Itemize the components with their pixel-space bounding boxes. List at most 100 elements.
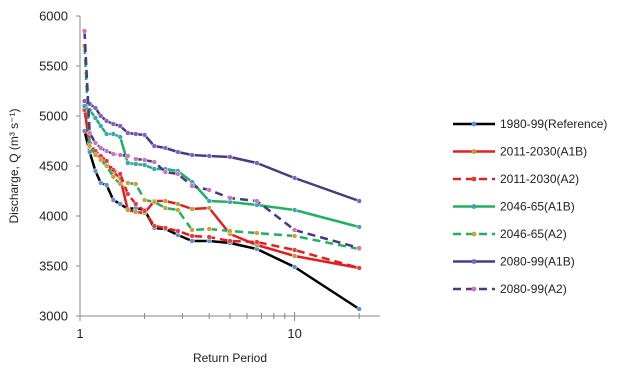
data-point bbox=[189, 227, 195, 233]
y-tick-label: 5000 bbox=[39, 109, 68, 124]
data-point bbox=[206, 153, 212, 159]
legend-item: 2046-65(A2) bbox=[453, 227, 567, 241]
data-point bbox=[92, 152, 99, 158]
data-point bbox=[206, 205, 212, 211]
data-point bbox=[189, 183, 195, 189]
data-point bbox=[291, 247, 298, 253]
data-point bbox=[133, 156, 139, 162]
data-point bbox=[110, 121, 116, 127]
data-point bbox=[81, 103, 88, 109]
data-point bbox=[133, 209, 139, 215]
data-point bbox=[103, 131, 110, 137]
data-point bbox=[162, 169, 169, 175]
data-point bbox=[356, 245, 362, 251]
data-point bbox=[356, 265, 362, 271]
series-2046-65(A1B) bbox=[81, 103, 362, 230]
legend-label: 2011-2030(A1B) bbox=[500, 145, 587, 159]
legend-marker bbox=[471, 121, 477, 127]
x-axis-title: Return Period bbox=[193, 351, 267, 365]
data-point bbox=[103, 118, 110, 124]
data-point bbox=[151, 159, 157, 165]
legend-label: 1980-99(Reference) bbox=[500, 117, 607, 131]
data-point bbox=[356, 306, 362, 312]
legend-label: 2046-65(A2) bbox=[500, 227, 567, 241]
legend-marker bbox=[471, 149, 477, 154]
data-point bbox=[189, 206, 195, 212]
legend-item: 2011-2030(A2) bbox=[453, 172, 579, 186]
y-axis-title: Discharge, Q (m³ s⁻¹) bbox=[7, 108, 21, 223]
legend-label: 2080-99(A2) bbox=[500, 282, 567, 296]
data-point bbox=[133, 161, 139, 167]
data-point bbox=[356, 224, 362, 230]
legend-marker bbox=[471, 176, 477, 182]
data-point bbox=[98, 145, 104, 151]
data-point bbox=[110, 151, 116, 157]
data-point bbox=[227, 228, 233, 234]
legend-marker bbox=[471, 231, 477, 237]
data-point bbox=[117, 123, 123, 129]
data-point bbox=[117, 134, 123, 140]
data-point bbox=[291, 233, 298, 239]
data-point bbox=[206, 234, 212, 240]
data-point bbox=[162, 225, 169, 231]
legend-label: 2046-65(A1B) bbox=[500, 200, 575, 214]
data-point bbox=[92, 105, 99, 111]
y-tick-label: 6000 bbox=[39, 9, 68, 24]
data-point bbox=[98, 113, 104, 119]
data-point bbox=[141, 157, 148, 163]
data-point bbox=[133, 181, 139, 187]
data-point bbox=[151, 223, 157, 229]
data-point bbox=[175, 228, 181, 234]
data-point bbox=[189, 233, 195, 239]
data-point bbox=[141, 132, 148, 138]
legend-marker bbox=[471, 204, 477, 209]
data-point bbox=[254, 198, 260, 204]
data-point bbox=[125, 160, 131, 166]
data-point bbox=[206, 198, 212, 204]
data-point bbox=[110, 167, 116, 173]
data-point bbox=[175, 207, 181, 213]
x-tick-label: 1 bbox=[76, 326, 83, 341]
series-line bbox=[83, 99, 360, 203]
data-point bbox=[291, 227, 298, 233]
data-point bbox=[356, 198, 362, 204]
data-point bbox=[103, 163, 110, 169]
data-point bbox=[162, 198, 169, 204]
data-point bbox=[117, 201, 123, 207]
data-point bbox=[151, 143, 157, 149]
data-point bbox=[141, 197, 148, 203]
series-2080-99(A2) bbox=[81, 28, 362, 251]
legend-marker bbox=[471, 259, 477, 264]
data-point bbox=[291, 175, 298, 181]
data-point bbox=[92, 168, 99, 174]
data-point bbox=[98, 157, 104, 163]
data-point bbox=[133, 131, 139, 137]
legend-label: 2011-2030(A2) bbox=[500, 172, 579, 186]
data-point bbox=[291, 207, 298, 213]
legend-item: 2080-99(A2) bbox=[453, 282, 567, 296]
data-point bbox=[125, 191, 131, 197]
data-point bbox=[92, 115, 99, 121]
data-point bbox=[87, 143, 93, 149]
data-point bbox=[141, 208, 148, 214]
data-point bbox=[125, 207, 131, 213]
data-point bbox=[103, 182, 110, 188]
data-point bbox=[125, 153, 131, 159]
data-point bbox=[110, 197, 116, 203]
data-point bbox=[141, 162, 148, 168]
data-point bbox=[103, 148, 110, 154]
legend-item: 2046-65(A1B) bbox=[453, 200, 575, 214]
data-point bbox=[175, 201, 181, 207]
legend-item: 1980-99(Reference) bbox=[453, 117, 607, 131]
data-point bbox=[98, 180, 104, 186]
data-point bbox=[254, 239, 260, 245]
data-point bbox=[227, 238, 233, 244]
data-point bbox=[206, 226, 212, 232]
data-point bbox=[189, 152, 195, 158]
data-point bbox=[117, 171, 123, 177]
x-tick-label: 10 bbox=[287, 326, 301, 341]
y-tick-label: 4000 bbox=[39, 209, 68, 224]
data-point bbox=[175, 149, 181, 155]
y-tick-label: 5500 bbox=[39, 59, 68, 74]
